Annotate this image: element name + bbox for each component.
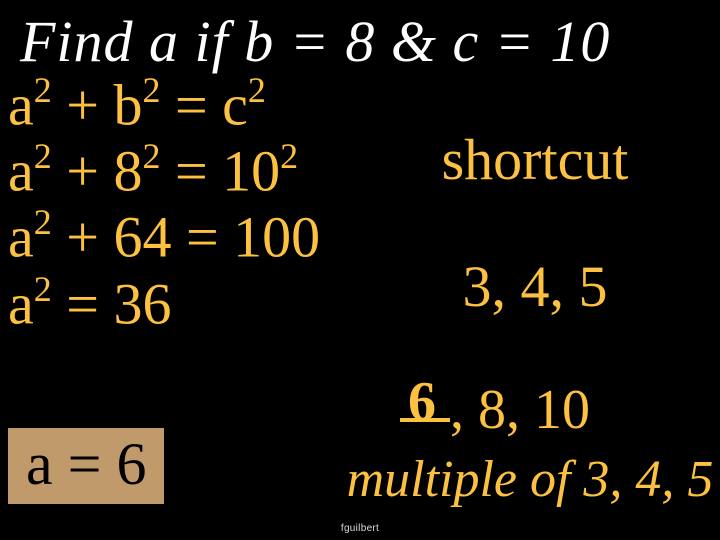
step2-plus-8: + 8 — [52, 139, 143, 204]
step-1: a2 + b2 = c2 — [8, 74, 320, 136]
step1-a: a — [8, 72, 34, 137]
step4-rest: = 36 — [52, 271, 172, 336]
step4-a: a — [8, 271, 34, 336]
step2-a: a — [8, 139, 34, 204]
sup: 2 — [34, 269, 52, 309]
step-3: a2 + 64 = 100 — [8, 206, 320, 268]
final-answer: a = 6 — [26, 431, 146, 497]
triple2-rest: , 8, 10 — [450, 379, 590, 441]
step1-plus-b: + b — [52, 72, 143, 137]
sup: 2 — [142, 136, 160, 176]
sup: 2 — [34, 202, 52, 242]
spacer — [360, 195, 710, 253]
step3-a: a — [8, 205, 34, 270]
step-4: a2 = 36 — [8, 273, 320, 335]
shortcut-column: shortcut 3, 4, 5 — [360, 130, 710, 322]
answer-six-overlay: 6 — [408, 370, 436, 434]
triple-345: 3, 4, 5 — [360, 257, 710, 318]
step1-eq-c: = c — [160, 72, 247, 137]
sup: 2 — [34, 70, 52, 110]
sup: 2 — [280, 136, 298, 176]
multiple-note: multiple of 3, 4, 5 — [340, 450, 720, 509]
step2-eq-10: = 10 — [160, 139, 280, 204]
footer-credit: fguilbert — [0, 523, 720, 534]
sup: 2 — [142, 70, 160, 110]
step3-rest: + 64 = 100 — [52, 205, 320, 270]
final-answer-box: a = 6 — [8, 428, 164, 504]
shortcut-label: shortcut — [360, 130, 710, 191]
derivation-steps: a2 + b2 = c2 a2 + 82 = 102 a2 + 64 = 100… — [8, 74, 320, 339]
sup: 2 — [34, 136, 52, 176]
slide-title: Find a if b = 8 & c = 10 — [20, 8, 610, 75]
step-2: a2 + 82 = 102 — [8, 140, 320, 202]
sup: 2 — [248, 70, 266, 110]
